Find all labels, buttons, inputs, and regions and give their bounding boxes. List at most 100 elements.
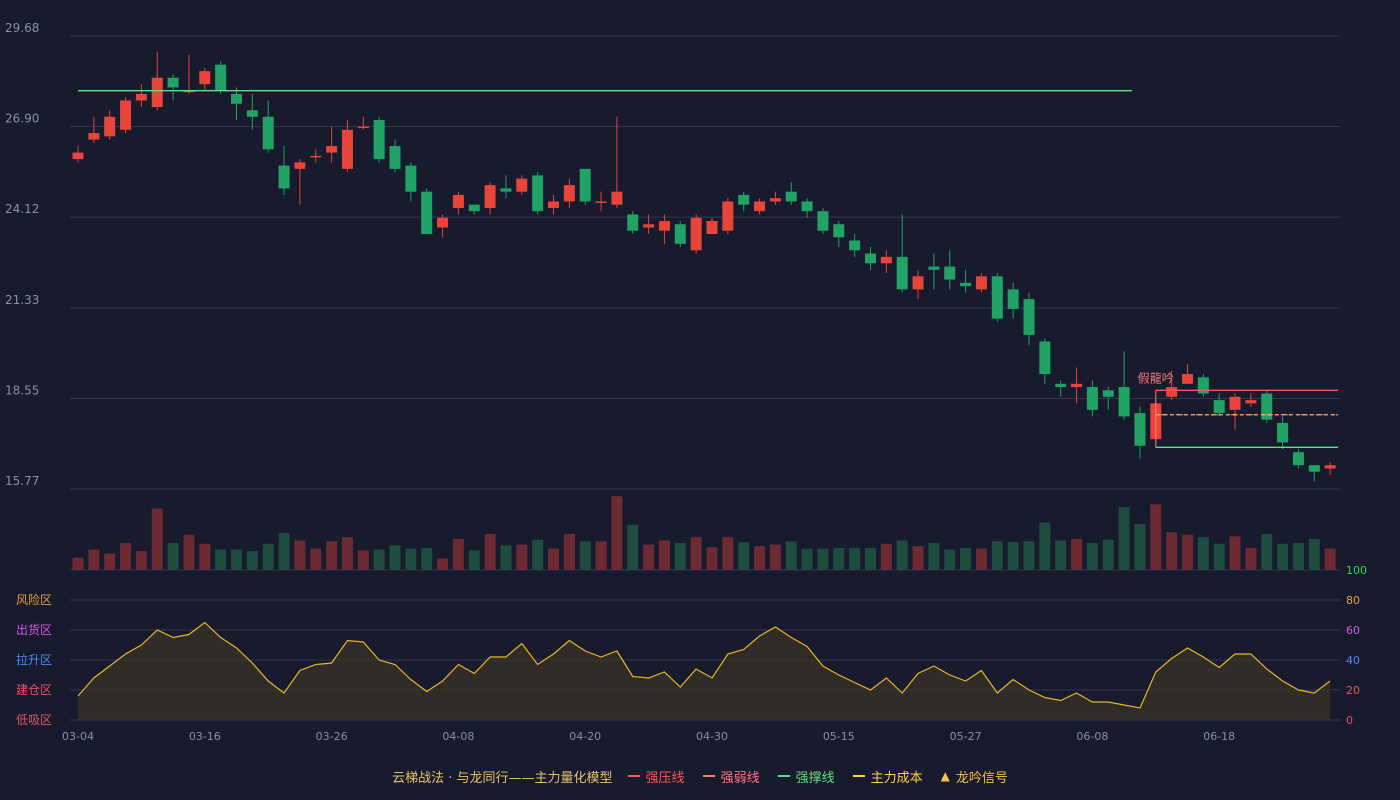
candle-body	[896, 256, 908, 290]
candle-body	[135, 93, 147, 101]
candle-body	[357, 126, 369, 129]
date-tick-label: 04-08	[442, 730, 474, 743]
volume-bar	[72, 557, 84, 570]
price-tick-label: 18.55	[5, 383, 39, 397]
candle-body	[421, 191, 433, 235]
price-tick-label: 21.33	[5, 293, 39, 307]
legend-signal[interactable]: ▲ 龙吟信号	[941, 767, 1008, 786]
candle-body	[738, 194, 750, 205]
volume-bar	[611, 496, 623, 570]
support-line-swatch	[777, 775, 790, 777]
date-tick-label: 03-04	[62, 730, 94, 743]
candle-body	[294, 162, 306, 169]
volume-bar	[769, 544, 781, 570]
volume-bar	[975, 548, 987, 570]
candle-body	[1102, 390, 1114, 397]
date-tick-label: 04-20	[569, 730, 601, 743]
volume-bar	[484, 533, 496, 570]
volume-bar	[1039, 522, 1051, 570]
stock-chart: 29.68 26.90 24.12 21.33 18.55 15.77 假龍吟 100 80 60…	[5, 21, 1367, 743]
candle-body	[1261, 393, 1273, 420]
volume-bar	[278, 533, 290, 570]
candle-body	[865, 253, 876, 264]
candle-body	[849, 240, 861, 251]
volume-bar	[928, 542, 940, 570]
candle-body	[199, 71, 211, 85]
candle-body	[310, 155, 322, 158]
volume-bar	[373, 549, 385, 570]
candle-body	[563, 185, 575, 202]
volume-bar	[1007, 542, 1019, 570]
date-tick-label: 05-15	[823, 730, 855, 743]
candle-body	[754, 201, 766, 212]
legend-weak-label: 强弱线	[720, 770, 760, 786]
pressure-line-swatch	[627, 775, 640, 777]
volume-bar	[88, 549, 100, 570]
volume-bar	[944, 549, 956, 570]
volume-bar	[548, 548, 559, 570]
volume-bar	[405, 548, 417, 570]
candle-body	[643, 224, 655, 228]
oscillator-tick-label: 0	[1346, 714, 1353, 727]
date-tick-label: 06-18	[1203, 730, 1235, 743]
legend-cost-line[interactable]: 主力成本	[852, 767, 923, 786]
candle-body	[548, 201, 559, 208]
volume-bar	[754, 546, 766, 570]
volume-bar	[199, 543, 211, 570]
date-tick-label: 04-30	[696, 730, 728, 743]
volume-bar	[310, 548, 322, 570]
candle-body	[991, 276, 1003, 319]
volume-bar	[991, 541, 1003, 570]
oscillator-zone-label: 低吸区	[16, 713, 52, 727]
candle-body	[215, 64, 227, 91]
legend-pressure-line[interactable]: 强压线	[627, 767, 685, 786]
candle-body	[452, 194, 464, 208]
weak-line-swatch	[702, 775, 715, 777]
volume-bar	[215, 549, 227, 570]
volume-bar	[246, 551, 258, 570]
volume-bar	[1134, 524, 1146, 570]
candle-body	[928, 266, 940, 270]
candle-body	[1007, 289, 1019, 309]
candle-body	[627, 214, 639, 231]
volume-bar	[231, 549, 242, 570]
volume-bar	[627, 524, 639, 570]
candle-body	[468, 204, 480, 212]
legend-support-line[interactable]: 强撑线	[777, 767, 835, 786]
volume-bar	[1086, 542, 1098, 570]
volume-bar	[389, 545, 401, 570]
volume-bar	[1102, 539, 1114, 570]
volume-bar	[912, 546, 924, 570]
volume-bar	[1023, 541, 1035, 570]
candle-body	[326, 146, 338, 153]
price-tick-label: 15.77	[5, 474, 39, 488]
candle-body	[1182, 374, 1193, 384]
candle-body	[231, 93, 242, 104]
legend-weak-line[interactable]: 强弱线	[702, 767, 760, 786]
oscillator-tick-label: 100	[1346, 564, 1367, 577]
volume-bar	[801, 548, 813, 570]
candle-body	[1213, 400, 1225, 414]
volume-bar	[421, 547, 433, 570]
price-tick-label: 29.68	[5, 21, 39, 35]
price-tick-label: 24.12	[5, 202, 39, 216]
volume-bar	[1197, 537, 1209, 570]
candle-body	[1055, 383, 1067, 388]
volume-bar	[1229, 536, 1241, 570]
candle-body	[833, 224, 845, 238]
candle-body	[722, 201, 734, 231]
legend-support-label: 强撑线	[795, 770, 835, 786]
candle-body	[516, 178, 528, 192]
volume-bar	[167, 542, 179, 570]
volume-bar	[833, 547, 845, 570]
date-tick-label: 06-08	[1076, 730, 1108, 743]
oscillator-zone-label: 风险区	[16, 592, 52, 607]
volume-bar	[532, 539, 544, 570]
volume-bar	[1166, 532, 1178, 570]
oscillator-tick-label: 60	[1346, 624, 1360, 637]
legend-title: 云梯战法 · 与龙同行——主力量化模型	[392, 770, 613, 786]
volume-bar	[1308, 538, 1320, 570]
candle-body	[278, 165, 290, 189]
candle-body	[120, 100, 132, 130]
date-tick-label: 03-16	[189, 730, 221, 743]
